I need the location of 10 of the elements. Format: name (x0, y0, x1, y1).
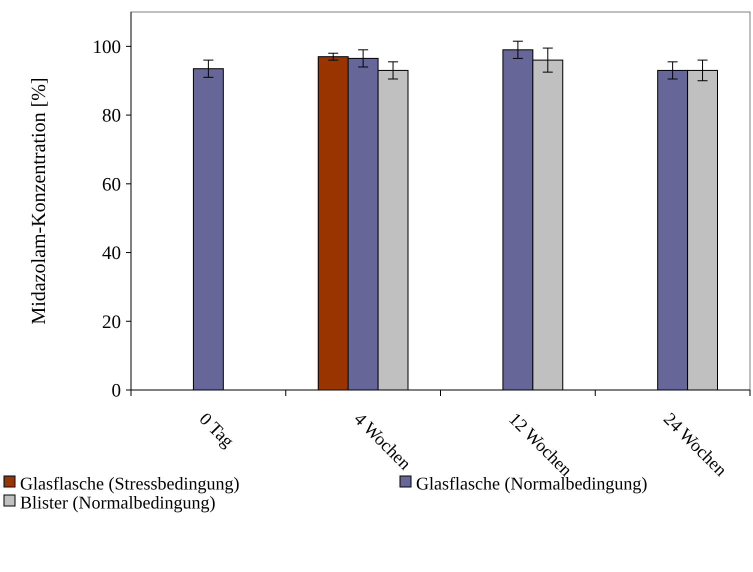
y-tick-label: 20 (102, 312, 121, 333)
y-tick-label: 0 (112, 380, 121, 402)
y-tick-label: 100 (92, 37, 121, 58)
y-tick-label: 80 (102, 106, 121, 127)
y-tick-label: 40 (102, 243, 121, 264)
y-tick-label: 60 (102, 174, 121, 196)
legend-label: Glasflasche (Stressbedingung) (20, 473, 240, 494)
x-tick-label: 0 Tag (196, 408, 238, 452)
legend-label: Blister (Normalbedingung) (20, 492, 216, 512)
y-axis-title: Midazolam-Konzentration [%] (28, 77, 50, 325)
